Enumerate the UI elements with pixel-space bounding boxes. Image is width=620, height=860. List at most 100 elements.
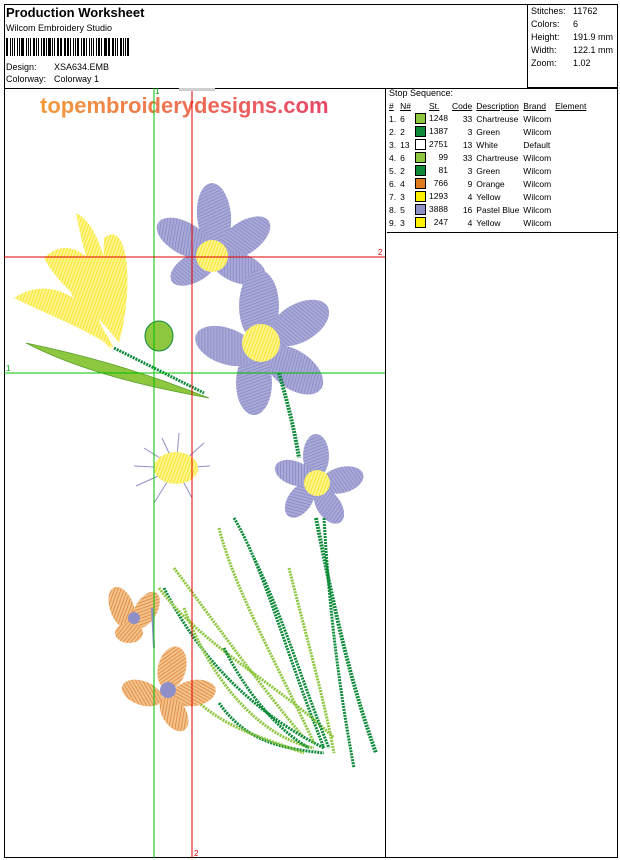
color-swatch — [414, 126, 426, 138]
column-header: # — [389, 101, 394, 111]
barcode-bar — [17, 38, 19, 56]
thread-brand: Wilcom — [523, 126, 552, 137]
stitch-count: 81 — [438, 164, 448, 175]
barcode-bar — [19, 38, 21, 56]
guide-label: 2 — [194, 849, 199, 858]
barcode-bar — [85, 38, 87, 56]
stitch-count: 2751 — [429, 138, 448, 149]
row-number: 7. — [389, 191, 397, 202]
table-header-row: # N# St. Code Description Brand Element — [387, 100, 588, 112]
bud — [144, 320, 174, 352]
colorway-label: Colorway: — [6, 74, 47, 84]
row-number: 2. — [389, 126, 397, 137]
column-header: Element — [555, 101, 587, 111]
element-name — [553, 203, 588, 216]
barcode-bar — [6, 38, 8, 56]
stitch-cell: 766 — [413, 177, 450, 190]
barcode-bar — [45, 38, 47, 56]
color-description: Yellow — [476, 217, 501, 228]
color-swatch — [414, 217, 426, 229]
stat-value: 6 — [573, 19, 579, 29]
stat-value: 11762 — [573, 6, 598, 16]
barcode-bar — [98, 38, 100, 56]
stat-label: Width: — [531, 45, 557, 55]
stat-label: Height: — [531, 32, 560, 42]
stitch-cell: 1293 — [413, 190, 450, 203]
barcode-bar — [116, 38, 118, 56]
color-swatch — [414, 204, 426, 216]
thread-code: 33 — [462, 113, 473, 124]
barcode-bar — [109, 38, 111, 56]
stitch-count: 1387 — [429, 125, 448, 136]
guide-label: 2 — [378, 248, 383, 257]
design-value: XSA634.EMB — [54, 62, 110, 72]
guide-label: 1 — [6, 364, 11, 373]
thread-code: 33 — [462, 152, 473, 163]
barcode-bar — [119, 38, 122, 56]
stitch-cell: 247 — [413, 216, 450, 229]
row-number: 8. — [389, 204, 397, 215]
purple-flower-small — [274, 434, 364, 524]
stem — [113, 346, 205, 395]
barcode-bar — [69, 38, 71, 56]
barcode-bar — [107, 38, 109, 56]
thread-brand: Wilcom — [523, 191, 552, 202]
needle-number: 5 — [400, 204, 405, 215]
needle-number: 2 — [400, 165, 405, 176]
thread-brand: Default — [523, 139, 551, 150]
element-name — [553, 112, 588, 125]
table-row: 2. 2 1387 3 Green Wilcom — [387, 125, 588, 138]
barcode-bar — [25, 38, 27, 56]
needle-number: 13 — [400, 139, 410, 150]
dandelion-flower — [133, 432, 211, 504]
design-stats: Stitches: 11762 Colors: 6 Height: 191.9 mm … — [527, 4, 618, 88]
element-name — [553, 216, 588, 229]
embroidery-artwork: 1 2 1 2 — [4, 88, 385, 858]
barcode-bar — [93, 38, 95, 56]
barcode-bar — [53, 38, 55, 56]
thread-code: 3 — [467, 126, 473, 137]
column-header: Brand — [523, 101, 546, 111]
element-name — [553, 190, 588, 203]
worksheet-frame — [4, 4, 618, 858]
stop-sequence-table: # N# St. Code Description Brand Element … — [387, 100, 588, 229]
stitch-cell: 1248 — [413, 112, 450, 125]
table-row: 6. 4 766 9 Orange Wilcom — [387, 177, 588, 190]
needle-number: 6 — [400, 113, 405, 124]
color-description: Yellow — [476, 191, 501, 202]
column-header: St. — [428, 101, 440, 111]
software-name: Wilcom Embroidery Studio — [6, 23, 113, 33]
row-number: 1. — [389, 113, 397, 124]
barcode-bar — [81, 38, 83, 56]
barcode-bar — [52, 38, 53, 56]
barcode-bar — [72, 38, 74, 56]
needle-number: 3 — [400, 217, 405, 228]
barcode — [6, 38, 130, 56]
table-row: 4. 6 99 33 Chartreuse Wilcom — [387, 151, 588, 164]
needle-number: 3 — [400, 191, 405, 202]
row-number: 5. — [389, 165, 397, 176]
barcode-bar — [48, 38, 52, 56]
stitch-cell: 2751 — [413, 138, 450, 151]
stop-sequence-panel: Stop Sequence: # N# St. Code Description… — [387, 88, 618, 233]
stitch-cell: 3888 — [413, 203, 450, 216]
barcode-bar — [88, 38, 90, 56]
thread-code: 3 — [467, 165, 473, 176]
stitch-cell: 1387 — [413, 125, 450, 138]
design-label: Design: — [6, 62, 37, 72]
barcode-bar — [29, 38, 32, 56]
stop-sequence-body: 1. 6 1248 33 Chartreuse Wilcom 2. 2 1387 3 Green Wi… — [387, 112, 588, 229]
stitch-count: 99 — [438, 151, 448, 162]
color-description: Chartreuse — [476, 152, 519, 163]
orange-flower-lower — [121, 607, 216, 732]
stitch-count: 247 — [433, 216, 448, 227]
barcode-bar — [37, 38, 39, 56]
column-header: Description — [476, 101, 519, 111]
column-header: N# — [400, 101, 411, 111]
barcode-bar — [11, 38, 13, 56]
stitch-count: 1248 — [429, 112, 448, 123]
barcode-bar — [100, 38, 102, 56]
stitch-count: 1293 — [429, 190, 448, 201]
stat-label: Colors: — [531, 19, 560, 29]
table-row: 7. 3 1293 4 Yellow Wilcom — [387, 190, 588, 203]
